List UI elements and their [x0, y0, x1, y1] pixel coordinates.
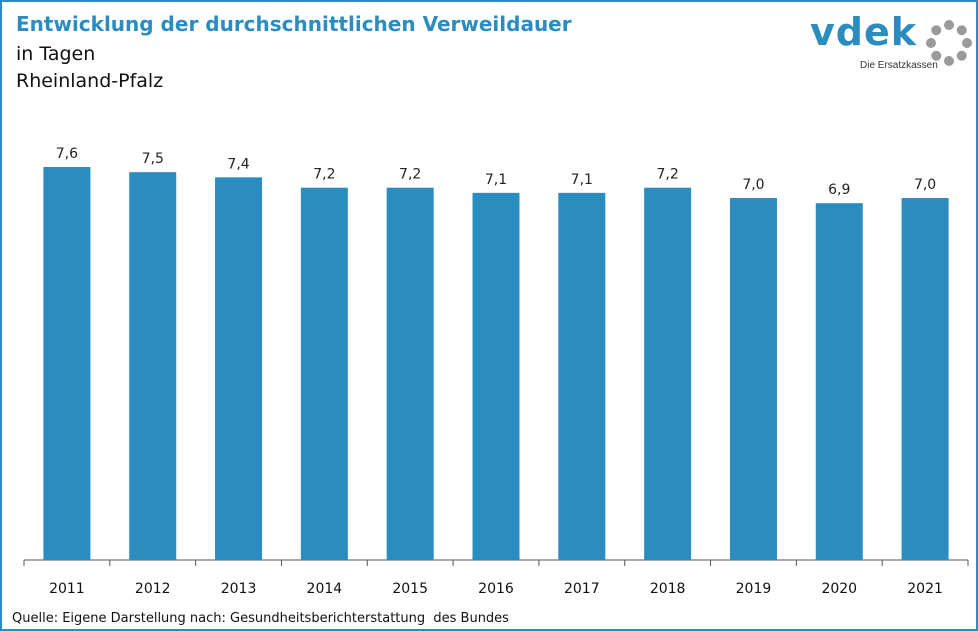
chart-subtitle-region: Rheinland-Pfalz: [16, 70, 164, 92]
logo-ring-dot: [944, 20, 954, 30]
x-tick-label: 2021: [907, 581, 943, 597]
logo-ring-dot: [926, 38, 936, 48]
data-label: 7,6: [56, 146, 78, 162]
bar: [43, 167, 91, 560]
x-tick-label: 2012: [135, 581, 171, 597]
data-label: 7,0: [742, 177, 764, 193]
chart-subtitle-unit: in Tagen: [16, 43, 96, 65]
data-label: 7,1: [571, 172, 593, 188]
bar: [129, 172, 177, 560]
bar: [300, 187, 348, 560]
x-tick-label: 2015: [392, 581, 428, 597]
bar: [729, 198, 777, 561]
bar: [215, 177, 263, 560]
x-tick-label: 2016: [478, 581, 514, 597]
x-tick-label: 2014: [307, 581, 343, 597]
x-tick-label: 2019: [736, 581, 772, 597]
logo-ring-dot: [944, 56, 954, 66]
data-label: 7,1: [485, 172, 507, 188]
data-label: 6,9: [828, 182, 850, 198]
x-tick-label: 2017: [564, 581, 600, 597]
bar: [386, 187, 434, 560]
data-label: 7,0: [914, 177, 936, 193]
x-tick-label: 2020: [821, 581, 857, 597]
x-tick-label: 2013: [221, 581, 257, 597]
logo-wordmark: vdek: [810, 10, 918, 54]
logo-ring-dot: [962, 38, 972, 48]
vdek-logo: vdek Die Ersatzkassen: [810, 10, 976, 74]
data-label: 7,2: [313, 167, 335, 183]
bar: [901, 198, 949, 561]
logo-ring-icon: [926, 20, 972, 66]
logo-tagline: Die Ersatzkassen: [860, 60, 938, 71]
bar: [644, 187, 692, 560]
logo-ring-dot: [931, 50, 942, 61]
source-note: Quelle: Eigene Darstellung nach: Gesundh…: [12, 611, 509, 626]
bar: [558, 192, 606, 560]
logo-ring-dot: [956, 25, 967, 36]
logo-ring-dot: [931, 25, 942, 36]
bar: [472, 192, 520, 560]
logo-ring-dot: [956, 50, 967, 61]
bar: [815, 203, 863, 560]
data-label: 7,4: [227, 156, 249, 172]
data-label: 7,2: [399, 167, 421, 183]
x-tick-label: 2011: [49, 581, 85, 597]
chart-title: Entwicklung der durchschnittlichen Verwe…: [16, 12, 572, 36]
x-tick-label: 2018: [650, 581, 686, 597]
data-label: 7,5: [142, 151, 164, 167]
data-label: 7,2: [657, 167, 679, 183]
